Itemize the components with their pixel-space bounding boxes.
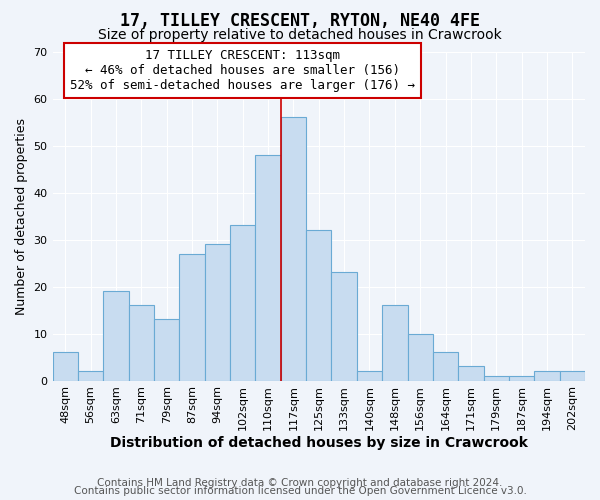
X-axis label: Distribution of detached houses by size in Crawcrook: Distribution of detached houses by size … — [110, 436, 528, 450]
Bar — [534, 371, 560, 380]
Bar — [306, 230, 331, 380]
Bar — [407, 334, 433, 380]
Bar — [509, 376, 534, 380]
Text: Contains public sector information licensed under the Open Government Licence v3: Contains public sector information licen… — [74, 486, 526, 496]
Bar — [382, 306, 407, 380]
Bar — [103, 292, 128, 380]
Y-axis label: Number of detached properties: Number of detached properties — [15, 118, 28, 314]
Bar — [458, 366, 484, 380]
Bar — [281, 118, 306, 380]
Bar — [484, 376, 509, 380]
Bar — [128, 306, 154, 380]
Bar — [53, 352, 78, 380]
Bar — [433, 352, 458, 380]
Text: Contains HM Land Registry data © Crown copyright and database right 2024.: Contains HM Land Registry data © Crown c… — [97, 478, 503, 488]
Text: 17 TILLEY CRESCENT: 113sqm
← 46% of detached houses are smaller (156)
52% of sem: 17 TILLEY CRESCENT: 113sqm ← 46% of deta… — [70, 49, 415, 92]
Bar — [357, 371, 382, 380]
Bar — [78, 371, 103, 380]
Text: 17, TILLEY CRESCENT, RYTON, NE40 4FE: 17, TILLEY CRESCENT, RYTON, NE40 4FE — [120, 12, 480, 30]
Bar — [331, 272, 357, 380]
Bar — [560, 371, 585, 380]
Bar — [230, 226, 256, 380]
Bar — [154, 320, 179, 380]
Bar — [179, 254, 205, 380]
Bar — [205, 244, 230, 380]
Bar — [256, 155, 281, 380]
Text: Size of property relative to detached houses in Crawcrook: Size of property relative to detached ho… — [98, 28, 502, 42]
